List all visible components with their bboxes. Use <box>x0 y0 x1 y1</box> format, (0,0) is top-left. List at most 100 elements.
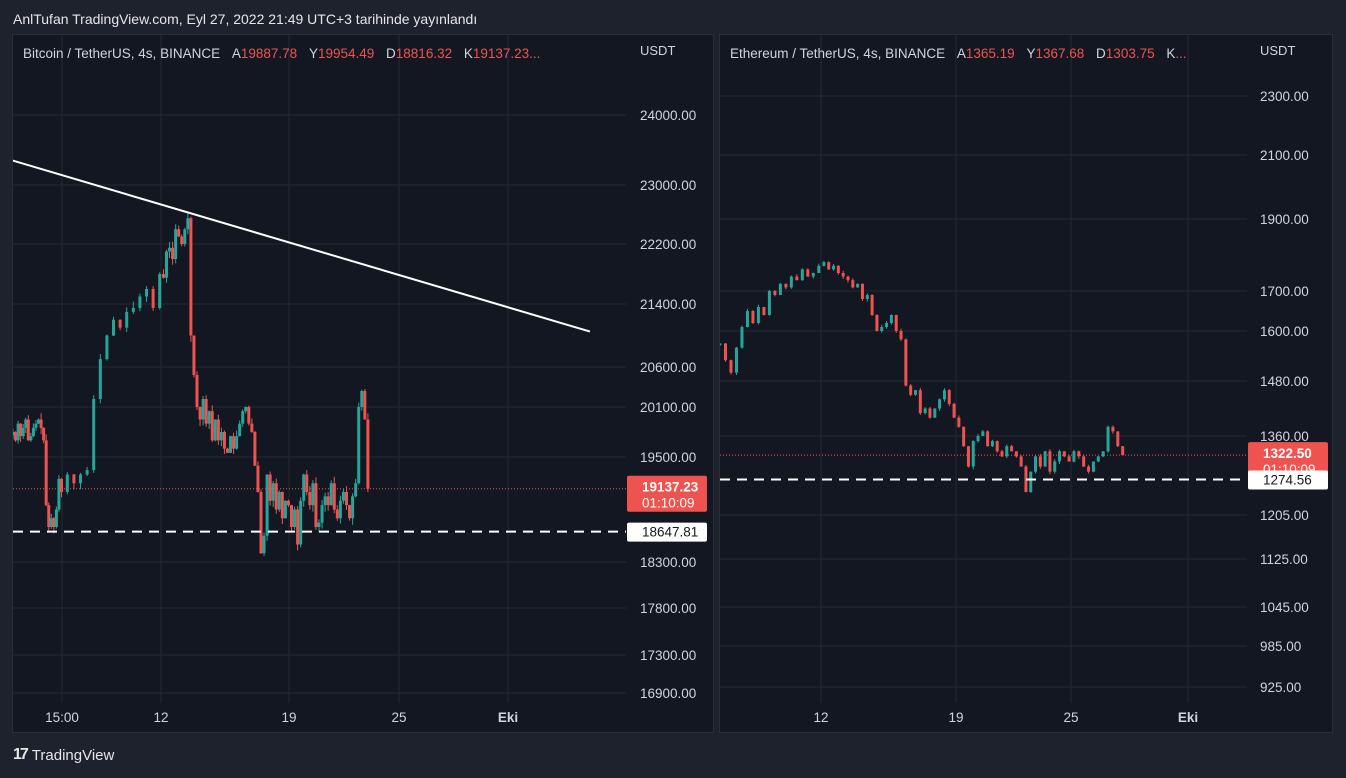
eth-candle-body <box>981 431 985 436</box>
btc-candle-body <box>21 427 25 437</box>
eth-candle-body <box>1091 461 1095 472</box>
btc-candle-body <box>241 411 245 424</box>
btc-candle-body <box>131 307 135 312</box>
btc-high-label: Y <box>308 46 318 61</box>
btc-candle-body <box>14 432 18 441</box>
btc-x-tick-label: 15:00 <box>45 710 79 725</box>
btc-candle-body <box>229 436 233 453</box>
eth-y-tick-label: 1125.00 <box>1260 552 1308 567</box>
tradingview-logo[interactable]: 17 TradingView <box>13 746 114 764</box>
eth-candle-body <box>1111 426 1115 432</box>
btc-candle-body <box>125 311 129 328</box>
btc-candle-body <box>177 229 181 237</box>
eth-chart-svg[interactable]: 2300.00 2100.00 1900.00 1700.00 1600.00 1480.… <box>720 35 1334 734</box>
eth-candle-body <box>767 291 771 315</box>
eth-candle-body <box>832 265 836 270</box>
eth-candle-body <box>923 408 927 414</box>
eth-y-tick-label: 985.00 <box>1260 639 1301 654</box>
btc-candle-body <box>335 509 339 519</box>
eth-y-tick-label: 1700.00 <box>1260 284 1309 299</box>
eth-candle-body <box>962 426 966 447</box>
btc-candle-body <box>105 335 109 360</box>
btc-candle-body <box>19 423 23 437</box>
btc-candle-body <box>180 236 184 244</box>
eth-candle-body <box>952 403 956 418</box>
btc-candle-body <box>280 492 284 519</box>
btc-candle-body <box>351 496 355 519</box>
eth-candle-body <box>914 390 917 395</box>
btc-high-value: 19954.49 <box>317 46 375 61</box>
btc-candle-body <box>268 474 272 501</box>
eth-candle-body <box>856 283 860 288</box>
eth-candle-body <box>851 280 855 288</box>
btc-candle-body <box>244 407 248 412</box>
eth-y-tick-label: 1360.00 <box>1260 429 1309 444</box>
btc-candle-body <box>345 492 349 506</box>
btc-candle-body <box>338 500 342 519</box>
eth-candle-body <box>1058 451 1061 462</box>
btc-y-tick-label: 16900.00 <box>640 686 696 701</box>
btc-candle-body <box>54 509 58 527</box>
eth-candle-body <box>1072 451 1076 462</box>
btc-candle-body <box>29 436 33 441</box>
eth-candle-body <box>971 441 975 467</box>
eth-support-label-box <box>1248 470 1328 490</box>
eth-unit-label: USDT <box>1260 43 1296 58</box>
btc-candle-body <box>158 274 162 308</box>
btc-candle-body <box>39 419 43 428</box>
btc-candle-body <box>112 319 116 336</box>
eth-candle-body <box>990 441 994 447</box>
eth-candle-body <box>1082 456 1086 467</box>
btc-y-tick-label: 20100.00 <box>640 400 696 415</box>
btc-x-tick-label: 19 <box>281 710 296 725</box>
btc-candle-body <box>265 474 269 536</box>
eth-candle-body <box>1077 451 1081 457</box>
btc-candle-body <box>314 483 318 527</box>
btc-open-value: 19887.78 <box>240 46 298 61</box>
eth-candle-body <box>800 269 804 281</box>
eth-candle-body <box>957 417 961 427</box>
eth-candle-body <box>822 262 826 266</box>
btc-candle-body <box>165 251 169 278</box>
btc-candle-body <box>52 518 56 527</box>
eth-candle-body <box>795 276 799 281</box>
eth-candle-body <box>836 265 840 273</box>
btc-candle-body <box>192 335 196 375</box>
btc-candle-body <box>13 432 15 436</box>
eth-candle-body <box>904 339 908 386</box>
btc-chart-svg[interactable]: 24000.00 23000.00 22200.00 21400.00 20600.00… <box>13 35 715 734</box>
eth-candle-body <box>1106 426 1110 452</box>
btc-candle-body <box>283 500 287 519</box>
btc-close-value: 19137.23... <box>472 46 541 61</box>
btc-candle-body <box>323 496 327 506</box>
eth-candle-body <box>811 273 815 277</box>
btc-candle-body <box>262 535 266 554</box>
eth-candle-body <box>723 343 727 361</box>
eth-x-tick-label: 25 <box>1063 710 1078 725</box>
btc-candle-body <box>366 419 370 489</box>
btc-candle-body <box>222 432 226 449</box>
btc-candle-body <box>225 448 229 453</box>
eth-chart-panel[interactable]: 2300.00 2100.00 1900.00 1700.00 1600.00 1480.… <box>719 34 1333 733</box>
btc-unit-label: USDT <box>640 43 676 58</box>
btc-candle-body <box>219 432 223 441</box>
eth-candle-body <box>918 390 922 414</box>
eth-candle-body <box>1010 446 1014 452</box>
eth-candle-body <box>789 276 793 288</box>
btc-candle-body <box>118 319 122 328</box>
btc-candle-body <box>34 423 38 428</box>
eth-candle-body <box>894 315 898 331</box>
eth-candle-body <box>1053 461 1057 472</box>
eth-candle-body <box>933 408 937 418</box>
btc-candle-body <box>207 411 211 424</box>
eth-candle-body <box>1067 456 1071 462</box>
eth-low-label: D <box>1096 46 1106 61</box>
eth-x-tick-label: 19 <box>948 710 963 725</box>
btc-y-tick-label: 17300.00 <box>640 648 696 663</box>
eth-candle-body <box>1000 451 1004 457</box>
btc-candle-body <box>213 419 217 441</box>
eth-candle-body <box>865 295 869 299</box>
btc-candle-body <box>92 399 96 471</box>
btc-x-tick-label: 25 <box>391 710 406 725</box>
btc-chart-panel[interactable]: 24000.00 23000.00 22200.00 21400.00 20600.00… <box>12 34 714 733</box>
